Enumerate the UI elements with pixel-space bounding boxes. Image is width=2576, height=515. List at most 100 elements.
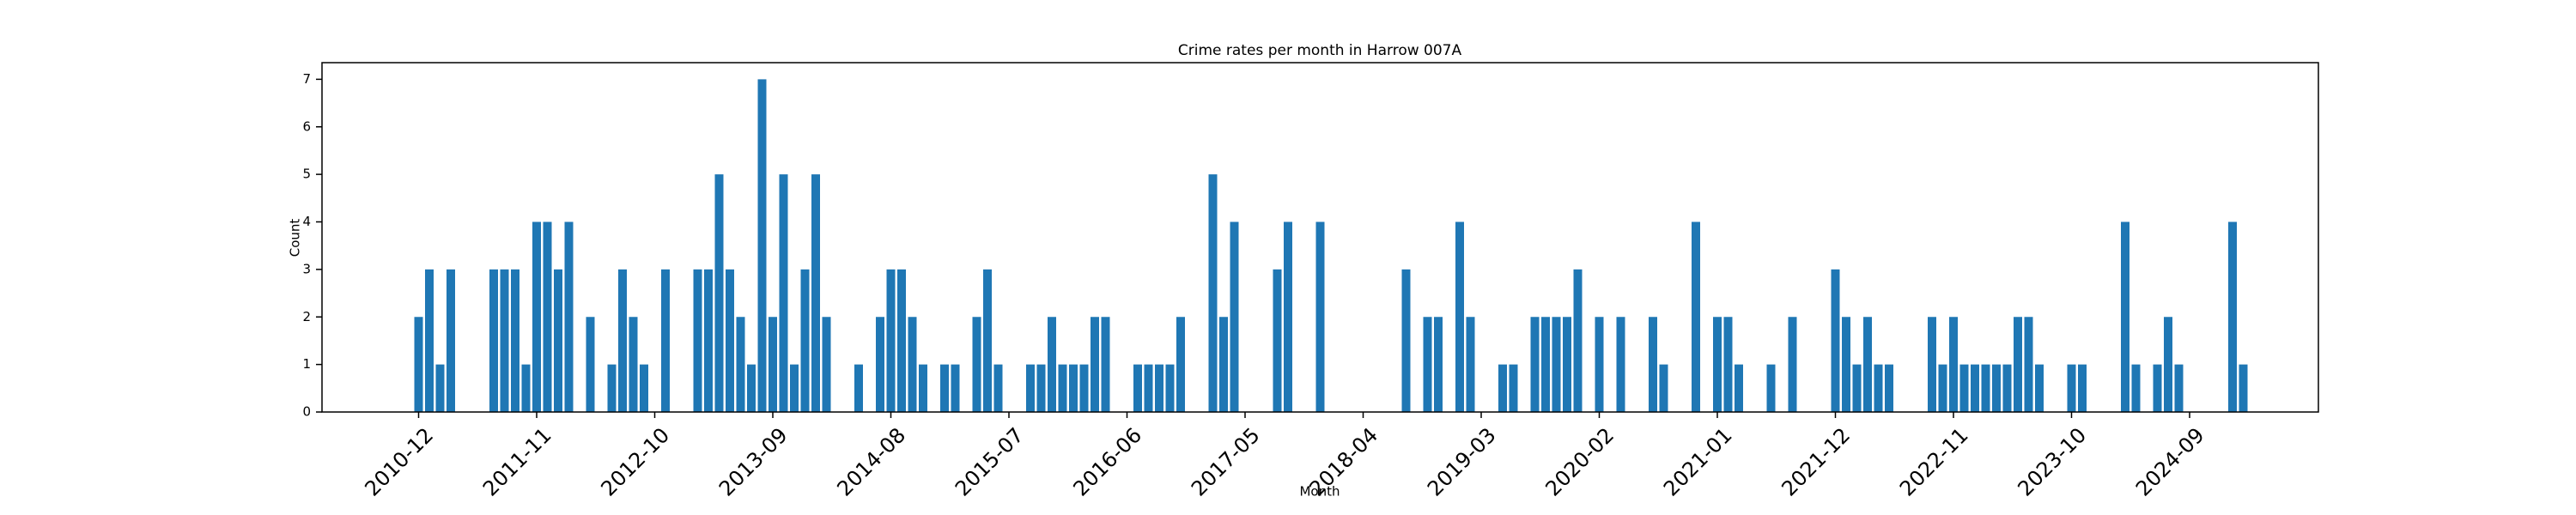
bar bbox=[1144, 364, 1153, 412]
y-tick-label: 2 bbox=[302, 309, 311, 324]
bar bbox=[1091, 317, 1099, 412]
y-tick-label: 0 bbox=[302, 404, 311, 420]
bar bbox=[1541, 317, 1550, 412]
bar bbox=[511, 269, 519, 412]
bar bbox=[1101, 317, 1110, 412]
x-tick-label: 2011-11 bbox=[478, 423, 556, 501]
bar bbox=[414, 317, 423, 412]
bar bbox=[1713, 317, 1722, 412]
bar bbox=[1048, 317, 1056, 412]
y-tick-label: 5 bbox=[302, 167, 311, 182]
bar bbox=[1992, 364, 2001, 412]
bar bbox=[983, 269, 992, 412]
x-tick-label: 2013-09 bbox=[714, 423, 793, 501]
bar bbox=[629, 317, 638, 412]
x-axis-label: Month bbox=[1299, 484, 1340, 500]
bar bbox=[661, 269, 670, 412]
bar bbox=[2164, 317, 2172, 412]
x-tick-label: 2023-10 bbox=[2013, 423, 2091, 501]
bar bbox=[435, 364, 445, 412]
bar bbox=[1434, 317, 1443, 412]
bar bbox=[1509, 364, 1518, 412]
bar bbox=[769, 317, 777, 412]
y-tick-label: 1 bbox=[302, 356, 311, 372]
bar bbox=[521, 364, 531, 412]
bar bbox=[908, 317, 917, 412]
bar bbox=[2239, 364, 2248, 412]
y-tick-label: 4 bbox=[302, 214, 311, 229]
x-tick-label: 2012-10 bbox=[596, 423, 674, 501]
bar bbox=[757, 79, 767, 412]
bar bbox=[2131, 364, 2141, 412]
bar bbox=[897, 269, 906, 412]
bar bbox=[1176, 317, 1185, 412]
bar bbox=[1230, 221, 1239, 412]
x-tick-label: 2014-08 bbox=[832, 423, 910, 501]
bar bbox=[940, 364, 949, 412]
plot-frame bbox=[321, 62, 2319, 413]
bar bbox=[1208, 174, 1218, 412]
x-tick-label: 2015-07 bbox=[951, 423, 1029, 501]
bar bbox=[1874, 364, 1883, 412]
bar bbox=[447, 269, 455, 412]
bar bbox=[554, 269, 562, 412]
bar bbox=[1928, 317, 1936, 412]
x-tick-label: 2019-03 bbox=[1423, 423, 1501, 501]
bar bbox=[1036, 364, 1046, 412]
bar bbox=[1938, 364, 1947, 412]
bar bbox=[726, 269, 734, 412]
bar bbox=[993, 364, 1003, 412]
bar bbox=[1315, 221, 1325, 412]
bar bbox=[1455, 221, 1464, 412]
bar bbox=[704, 269, 713, 412]
bar bbox=[1863, 317, 1872, 412]
x-tick-label: 2024-09 bbox=[2131, 423, 2209, 501]
bar bbox=[1498, 364, 1507, 412]
bar bbox=[2014, 317, 2022, 412]
bar bbox=[1079, 364, 1089, 412]
bar bbox=[1971, 364, 1979, 412]
x-tick-label: 2010-12 bbox=[360, 423, 438, 501]
bar bbox=[1981, 364, 1990, 412]
bar bbox=[2035, 364, 2044, 412]
bar bbox=[1165, 364, 1175, 412]
bar bbox=[1616, 317, 1625, 412]
bar bbox=[1155, 364, 1163, 412]
bar bbox=[489, 269, 498, 412]
bar bbox=[822, 317, 831, 412]
bar bbox=[1788, 317, 1797, 412]
y-tick-label: 6 bbox=[302, 118, 311, 134]
bar bbox=[1563, 317, 1571, 412]
bar bbox=[800, 269, 810, 412]
bar bbox=[586, 317, 595, 412]
bar bbox=[747, 364, 756, 412]
bar bbox=[2024, 317, 2033, 412]
bar bbox=[1735, 364, 1743, 412]
y-tick-label: 7 bbox=[302, 71, 311, 87]
bar bbox=[2121, 221, 2129, 412]
bar bbox=[1723, 317, 1733, 412]
bar bbox=[1831, 269, 1840, 412]
bar bbox=[790, 364, 799, 412]
bar bbox=[886, 269, 896, 412]
bar bbox=[1058, 364, 1067, 412]
x-tick-label: 2022-11 bbox=[1895, 423, 1973, 501]
y-axis-label: Count bbox=[288, 219, 303, 258]
bar bbox=[543, 221, 552, 412]
bar bbox=[2078, 364, 2087, 412]
x-tick-label: 2016-06 bbox=[1068, 423, 1146, 501]
bar bbox=[618, 269, 627, 412]
x-tick-label: 2020-02 bbox=[1540, 423, 1619, 501]
bar bbox=[854, 364, 863, 412]
bar bbox=[951, 364, 960, 412]
bar bbox=[811, 174, 820, 412]
bar bbox=[1842, 317, 1850, 412]
bar bbox=[919, 364, 927, 412]
bar bbox=[1692, 221, 1700, 412]
bar bbox=[1423, 317, 1432, 412]
bar bbox=[1659, 364, 1668, 412]
bar bbox=[779, 174, 788, 412]
bar bbox=[1959, 364, 1969, 412]
bar bbox=[425, 269, 434, 412]
